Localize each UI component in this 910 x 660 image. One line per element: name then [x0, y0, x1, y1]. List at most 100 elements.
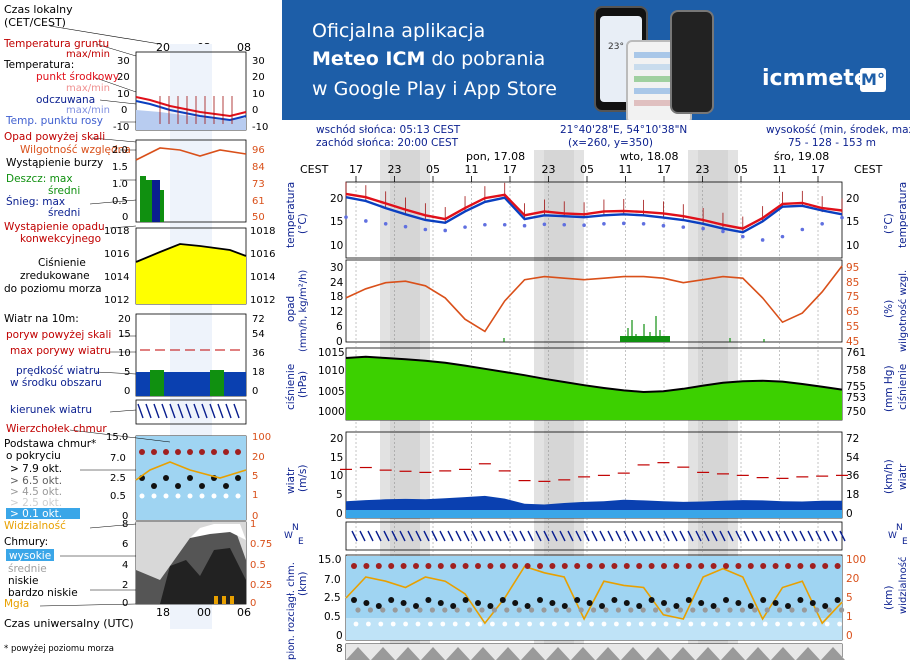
cloud-base-dot	[549, 600, 556, 606]
day-label-3: śro, 19.08	[774, 150, 829, 163]
cloud-base-dot	[512, 600, 519, 606]
cloud-base-dot	[738, 621, 743, 627]
legend-rain-max: Deszcz: max	[6, 173, 73, 185]
vis-tick-20: 20	[846, 573, 859, 585]
banner-app-name: Meteo ICM	[312, 48, 426, 70]
mini-cloud-top-dot	[187, 449, 193, 455]
mini-wind-arrow	[233, 403, 240, 419]
wind-direction-arrow	[703, 530, 710, 542]
wind-axis-unit: (m/s)	[297, 465, 309, 492]
cloud-base-dot	[837, 621, 842, 627]
cloud-base-dot	[715, 607, 721, 613]
hum-tick-75: 75	[846, 291, 859, 303]
legend-snow-mid: średni	[48, 207, 80, 219]
cloud-base-dot	[800, 621, 805, 627]
legend-storm: Wystąpienie burzy	[6, 157, 103, 169]
legend-local-time-title: Czas lokalny	[4, 3, 73, 16]
mini-pressure-line	[135, 243, 247, 263]
wind-direction-arrow	[583, 530, 590, 542]
pressure-axis-unit-r: (mm Hg)	[883, 365, 895, 412]
app-promo-banner[interactable]: Oficjalna aplikacja Meteo ICM do pobrani…	[282, 0, 910, 120]
mini-temp-line	[135, 96, 247, 118]
cloud-base-dot	[539, 621, 545, 627]
legend-pressure-2: zredukowane	[20, 270, 90, 282]
mini-precip-bar	[140, 176, 146, 222]
wind-direction-arrow	[647, 530, 654, 542]
hour-label: 17	[503, 163, 517, 176]
mini-humidity-line	[135, 147, 247, 161]
legend-connector	[95, 43, 137, 57]
legend-wind-tick-r72: 72	[252, 314, 265, 325]
cloud-base-dot	[392, 607, 398, 613]
legend-clouds-high: wysokie	[9, 550, 51, 562]
legend-okt-25: > 2.5 okt.	[10, 497, 62, 509]
cloud-axis-unit: (km)	[297, 571, 309, 596]
legend-humidity: Wilgotność względna	[20, 144, 131, 156]
cloud-top-dot	[351, 563, 357, 569]
wind-direction-arrow	[423, 530, 430, 542]
cloud-top-dot	[809, 563, 816, 569]
legend-cl-tick-4: 4	[122, 560, 128, 571]
cloud-top-dot	[537, 563, 543, 569]
cloud-base-dot	[442, 607, 448, 613]
cloud-base-dot	[762, 621, 768, 627]
legend-temp-tick-r20: 20	[252, 72, 265, 83]
mini-wind-arrow	[137, 403, 144, 419]
cloud-base-dot	[504, 607, 510, 613]
legend-okt-45: > 4.5 okt.	[10, 486, 62, 498]
cloud-base-dot	[477, 621, 483, 627]
hum-tick-55: 55	[846, 321, 859, 333]
mini-precip-bar	[146, 180, 152, 222]
wind-direction-arrow	[759, 530, 766, 542]
cloud-top-dot	[834, 563, 841, 569]
wind-direction-arrow	[743, 530, 750, 542]
mini-cloud-base-dot	[187, 475, 193, 481]
wind-tick-r18: 18	[846, 489, 859, 501]
legend-gust-over: poryw powyżej skali	[6, 329, 111, 341]
sunrise: wschód słońca: 05:13 CEST	[316, 124, 461, 136]
wind-direction-arrow	[447, 530, 454, 542]
precip-axis-unit: (mm/h, kg/m²/h)	[298, 270, 309, 352]
legend-temp-tick-0: 0	[121, 105, 127, 116]
cloud-base-dot	[390, 621, 396, 627]
bottom-panel-tick-8: 8	[336, 643, 343, 655]
cloud-cover-shape	[821, 647, 845, 660]
dew-point-dot	[542, 222, 547, 227]
dew-point-dot	[721, 229, 725, 234]
dew-point-dot	[562, 222, 567, 227]
dir-e-left: E	[298, 537, 304, 547]
cloud-base-dot	[541, 607, 547, 613]
hour-label: 17	[349, 163, 363, 176]
cloud-top-dot	[400, 563, 407, 569]
legend-vis-tick-20: 20	[252, 452, 265, 463]
legend-temp-tick-r10: 10	[252, 89, 265, 100]
temp-tick-r15: 15	[846, 216, 859, 228]
mini-cloud-low-dot	[139, 493, 145, 499]
legend-ground-temp: Temperatura gruntu	[3, 38, 109, 50]
cloud-cover-shape	[546, 647, 570, 660]
wind-direction-arrow	[399, 530, 406, 542]
mini-visibility-line	[135, 461, 247, 481]
legend-panel: Czas lokalny (CET/CEST) 20 02 08 Tempera…	[3, 3, 275, 654]
legend-okt-79: > 7.9 okt.	[10, 463, 62, 475]
cloud-top-dot	[772, 563, 779, 569]
temp-tick-r10: 10	[846, 240, 859, 252]
cloud-base-dot	[834, 597, 841, 603]
pressure-area	[346, 356, 842, 420]
cloud-cover-shape	[696, 647, 720, 660]
legend-wind-tick-r54: 54	[252, 329, 265, 340]
mini-cloud-low-dot	[211, 493, 217, 499]
cloud-base-dot	[452, 621, 458, 627]
legend-temp-tick-m10: -10	[113, 122, 129, 133]
wind-axis-unit-r: (km/h)	[883, 459, 895, 494]
legend-dew: Temp. punktu rosy	[5, 115, 103, 127]
legend-fog: Mgła	[4, 598, 29, 610]
cloud-base-dot	[586, 600, 593, 606]
cloud-base-dot	[553, 607, 560, 613]
dew-point-dot	[641, 222, 646, 226]
cloud-cover-shape	[771, 647, 795, 660]
cloud-base-dot	[638, 621, 644, 627]
wind-direction-arrow	[455, 530, 462, 542]
wind-direction-arrow	[775, 530, 782, 542]
mini-panel-frame-5	[135, 399, 247, 425]
